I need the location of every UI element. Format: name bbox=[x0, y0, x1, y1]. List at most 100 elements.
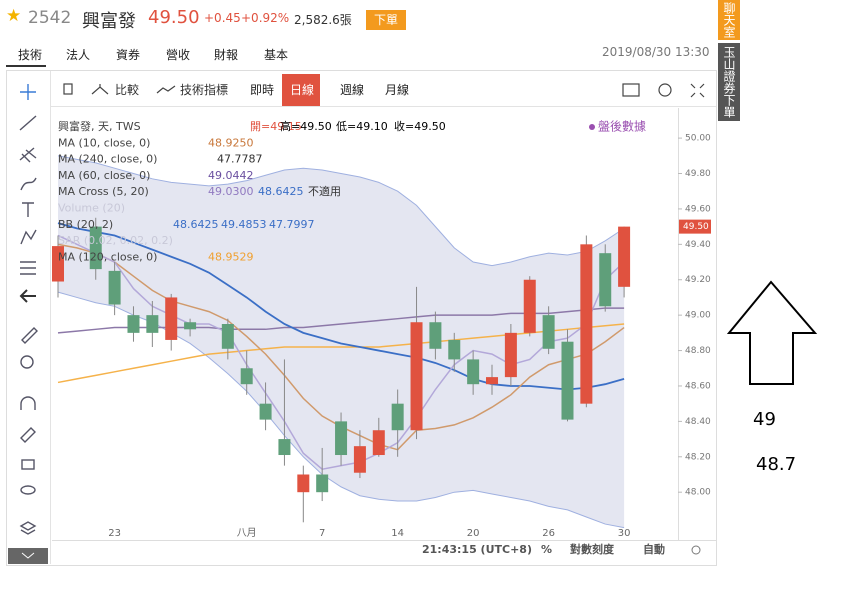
legend-value: 49.0442 bbox=[208, 169, 254, 182]
magnet-tool[interactable] bbox=[20, 396, 36, 410]
trend-line-tool[interactable] bbox=[19, 115, 37, 131]
crosshair-tool[interactable] bbox=[20, 84, 36, 100]
zoom-tool[interactable] bbox=[20, 355, 34, 369]
eye-tool[interactable] bbox=[20, 485, 36, 495]
tab[interactable]: 財報 bbox=[214, 48, 239, 62]
tab[interactable]: 資券 bbox=[116, 48, 141, 62]
tab[interactable]: 法人 bbox=[66, 48, 91, 62]
candle-body bbox=[486, 377, 499, 385]
percent-toggle[interactable]: % bbox=[541, 543, 552, 556]
auto-toggle[interactable]: 自動 bbox=[643, 542, 665, 556]
fullscreen-icon[interactable] bbox=[690, 83, 705, 98]
order-button[interactable]: 下單 bbox=[366, 10, 406, 30]
indicators-button[interactable]: 技術指標 bbox=[180, 83, 229, 97]
compare-button[interactable]: 比較 bbox=[115, 83, 140, 97]
candle-body bbox=[108, 270, 121, 305]
brush-tool[interactable] bbox=[20, 177, 37, 191]
legend-label: MA Cross (5, 20) bbox=[58, 185, 149, 198]
x-tick-label: 14 bbox=[391, 528, 404, 539]
price-change-pct: +0.92% bbox=[241, 11, 290, 25]
candle-body bbox=[316, 474, 329, 493]
candle-body bbox=[335, 421, 348, 456]
left-toolbar-divider bbox=[50, 71, 51, 564]
candle-body bbox=[561, 341, 574, 420]
candle-body bbox=[353, 446, 366, 473]
tab-underline bbox=[6, 65, 46, 67]
measure-tool[interactable] bbox=[21, 327, 38, 344]
candle-body bbox=[52, 246, 64, 282]
legend-value: 48.6425 bbox=[258, 185, 304, 198]
toolbar-divider bbox=[50, 106, 716, 107]
stock-name: 興富發 bbox=[82, 11, 136, 32]
y-tick-label: 50.00 bbox=[685, 134, 711, 144]
text-tool[interactable] bbox=[22, 202, 34, 217]
bb-band bbox=[58, 155, 625, 528]
tab[interactable]: 營收 bbox=[166, 48, 191, 62]
interval-button[interactable]: 月線 bbox=[385, 83, 410, 97]
settings-icon[interactable] bbox=[658, 83, 672, 97]
price-axis-line bbox=[678, 108, 679, 540]
y-tick-label: 48.40 bbox=[685, 417, 711, 427]
indicators-icon[interactable] bbox=[156, 85, 176, 94]
tab[interactable]: 基本 bbox=[264, 48, 289, 62]
legend-value: 48.6425 bbox=[173, 218, 219, 231]
chat-button[interactable]: 聊天室 bbox=[718, 0, 740, 40]
pattern-tool[interactable] bbox=[20, 229, 37, 245]
legend-label: SAR (0.02, 0.02, 0.2) bbox=[58, 234, 173, 247]
fib-tool[interactable] bbox=[19, 147, 37, 163]
legend-value: 47.7997 bbox=[269, 218, 315, 231]
compare-icon[interactable] bbox=[91, 84, 109, 95]
candle-body bbox=[467, 359, 480, 385]
bottom-divider bbox=[52, 540, 716, 541]
candle-body bbox=[240, 368, 253, 385]
legend-value: 48.9250 bbox=[208, 136, 254, 149]
candle-body bbox=[580, 244, 593, 404]
after-hours-dot bbox=[589, 124, 595, 130]
collapse-button[interactable] bbox=[8, 548, 48, 564]
lock-draw-tool[interactable] bbox=[20, 427, 36, 443]
ma-line bbox=[57, 222, 625, 391]
candle-body bbox=[221, 324, 234, 349]
legend-label: MA (10, close, 0) bbox=[58, 136, 150, 149]
candle-body bbox=[278, 439, 291, 456]
order-side-button[interactable]: 玉山證券下單 bbox=[718, 43, 740, 121]
candle-body bbox=[89, 226, 102, 270]
legend-value: 48.9529 bbox=[208, 250, 254, 263]
candle-body bbox=[259, 403, 272, 420]
annotation: 48.7 bbox=[756, 454, 796, 475]
back-tool[interactable] bbox=[19, 289, 36, 303]
stock-price: 49.50 bbox=[148, 7, 200, 28]
after-hours-label[interactable]: 盤後數據 bbox=[598, 120, 646, 134]
camera-icon[interactable] bbox=[622, 83, 640, 97]
axis-settings[interactable] bbox=[691, 545, 701, 555]
candle-body bbox=[127, 315, 140, 333]
candle-body bbox=[448, 339, 461, 360]
legend-label: BB (20, 2) bbox=[58, 218, 113, 231]
candle-body bbox=[429, 322, 442, 349]
star-icon[interactable]: ★ bbox=[6, 6, 22, 26]
interval-button[interactable]: 週線 bbox=[340, 83, 365, 97]
interval-button[interactable]: 日線 bbox=[282, 74, 321, 106]
candle-body bbox=[372, 430, 385, 456]
y-tick-label: 48.20 bbox=[685, 452, 711, 462]
candle-body bbox=[391, 403, 404, 431]
y-tick-label: 48.60 bbox=[685, 381, 711, 391]
lock-tool[interactable] bbox=[21, 459, 35, 470]
log-toggle[interactable]: 對數刻度 bbox=[570, 542, 615, 556]
stock-code: 2542 bbox=[28, 8, 72, 28]
legend-value: 47.7787 bbox=[217, 153, 263, 166]
y-tick-label: 49.20 bbox=[685, 275, 711, 285]
tab[interactable]: 技術 bbox=[18, 48, 43, 62]
interval-button[interactable]: 即時 bbox=[250, 83, 275, 97]
y-tick-label: 49.60 bbox=[685, 204, 711, 214]
candle-body bbox=[542, 315, 555, 349]
x-tick-label: 30 bbox=[618, 528, 631, 539]
y-tick-label: 48.00 bbox=[685, 488, 711, 498]
prediction-tool[interactable] bbox=[20, 261, 36, 275]
footer-time: 21:43:15 (UTC+8) bbox=[422, 543, 532, 556]
candle-type-icon[interactable] bbox=[63, 83, 73, 95]
last-price-tag bbox=[679, 219, 711, 234]
up-arrow bbox=[726, 280, 818, 385]
layers-tool[interactable] bbox=[19, 521, 37, 535]
